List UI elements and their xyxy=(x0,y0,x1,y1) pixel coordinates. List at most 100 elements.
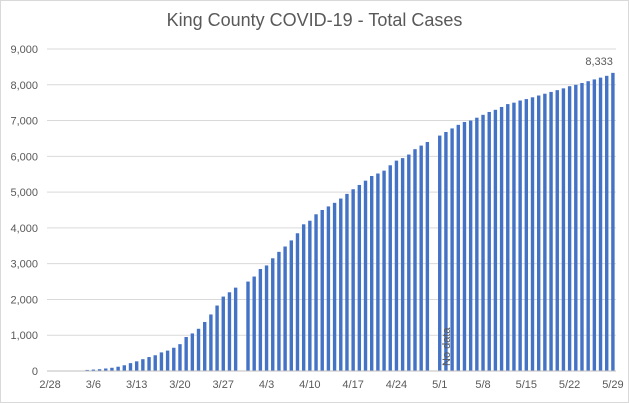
bar xyxy=(190,333,195,371)
bar xyxy=(116,366,120,371)
bar xyxy=(524,99,529,371)
x-tick-label: 4/17 xyxy=(342,379,363,391)
bar xyxy=(438,135,442,371)
bar xyxy=(407,154,411,371)
bar xyxy=(400,158,405,371)
bar xyxy=(413,149,417,371)
bar xyxy=(468,120,473,371)
bar xyxy=(444,132,448,371)
x-tick-label: 4/3 xyxy=(259,379,274,391)
x-tick-label: 5/22 xyxy=(559,379,580,391)
bar xyxy=(215,305,219,371)
bar xyxy=(475,117,479,372)
bar xyxy=(289,240,293,371)
x-tick-label: 3/13 xyxy=(126,379,147,391)
bar xyxy=(246,281,250,371)
y-tick-label: 0 xyxy=(32,366,38,378)
bar xyxy=(221,296,225,371)
bar xyxy=(580,82,584,371)
bar xyxy=(314,214,318,371)
bar xyxy=(518,100,522,372)
bar xyxy=(258,269,263,371)
bar xyxy=(184,337,188,371)
y-tick-label: 2,000 xyxy=(10,294,38,306)
bar xyxy=(110,367,114,371)
bar xyxy=(598,77,603,371)
bar xyxy=(147,357,151,371)
bar xyxy=(128,363,133,371)
no-data-annotation: No data xyxy=(441,327,453,366)
x-tick-label: 5/29 xyxy=(602,379,623,391)
y-tick-label: 5,000 xyxy=(10,187,38,199)
bar xyxy=(592,79,597,372)
bar xyxy=(450,128,454,371)
bar xyxy=(134,361,139,371)
bar xyxy=(326,206,331,371)
bar xyxy=(462,121,467,371)
bar xyxy=(227,292,232,371)
bar xyxy=(308,220,312,371)
y-tick-label: 1,000 xyxy=(10,330,38,342)
bar xyxy=(153,355,157,371)
x-tick-label: 5/15 xyxy=(516,379,537,391)
x-tick-label: 2/28 xyxy=(39,379,60,391)
bar xyxy=(159,352,164,371)
bar xyxy=(141,359,145,371)
x-tick-label: 3/20 xyxy=(169,379,190,391)
bar xyxy=(376,173,380,371)
x-tick-label: 4/24 xyxy=(386,379,407,391)
bar xyxy=(271,258,275,371)
y-tick-label: 8,000 xyxy=(10,80,38,92)
x-tick-label: 3/27 xyxy=(213,379,234,391)
bar xyxy=(122,365,127,371)
x-tick-label: 3/6 xyxy=(86,379,101,391)
bar xyxy=(549,91,553,371)
bar xyxy=(172,347,176,371)
bar xyxy=(419,145,423,371)
bar xyxy=(530,97,535,372)
y-tick-label: 7,000 xyxy=(10,116,38,128)
bar xyxy=(388,165,392,371)
chart-title: King County COVID-19 - Total Cases xyxy=(166,10,463,30)
bar xyxy=(543,93,547,371)
bar xyxy=(277,251,281,371)
bar xyxy=(382,170,386,371)
bar xyxy=(209,314,213,371)
bar xyxy=(561,88,566,371)
bar xyxy=(555,90,559,372)
bar xyxy=(178,344,182,371)
bar xyxy=(91,369,96,371)
bar xyxy=(196,328,201,371)
bar xyxy=(487,111,491,372)
y-tick-label: 3,000 xyxy=(10,259,38,271)
bar xyxy=(203,321,207,371)
x-tick-label: 5/8 xyxy=(475,379,490,391)
bar xyxy=(165,350,170,371)
bar xyxy=(85,369,89,371)
bar xyxy=(394,160,399,371)
bar xyxy=(493,109,498,372)
bar xyxy=(512,102,516,372)
bar xyxy=(605,75,609,371)
x-tick-label: 5/1 xyxy=(432,379,447,391)
bar xyxy=(345,193,349,371)
bar xyxy=(351,189,355,371)
bar xyxy=(233,287,238,371)
bar xyxy=(283,246,287,371)
y-tick-label: 9,000 xyxy=(10,44,38,56)
bar xyxy=(104,368,108,371)
bar xyxy=(506,104,510,371)
bar xyxy=(481,114,485,371)
bar xyxy=(425,142,430,371)
bar xyxy=(320,210,324,371)
bar xyxy=(97,369,102,371)
bar xyxy=(499,106,504,372)
bar xyxy=(363,180,368,371)
last-value-label: 8,333 xyxy=(585,56,613,68)
x-tick-label: 4/10 xyxy=(299,379,320,391)
bar xyxy=(252,276,256,371)
bar xyxy=(295,233,300,371)
y-tick-label: 6,000 xyxy=(10,151,38,163)
bar xyxy=(456,124,460,371)
